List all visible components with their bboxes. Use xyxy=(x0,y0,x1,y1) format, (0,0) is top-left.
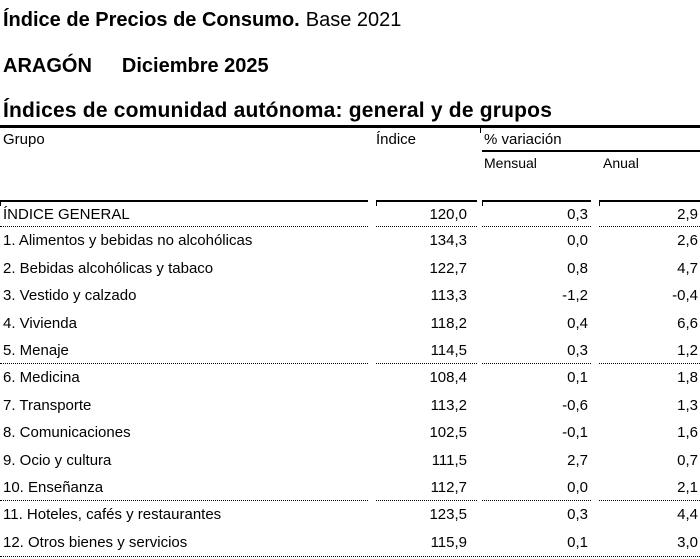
row-anual: 1,8 xyxy=(677,369,698,387)
table-title: Índices de comunidad autónoma: general y… xyxy=(3,99,553,122)
column-header-indice: Índice xyxy=(376,131,417,148)
row-anual: 1,6 xyxy=(677,424,698,442)
row-anual: 3,0 xyxy=(677,533,698,551)
row-mensual: 0,1 xyxy=(567,533,588,551)
region-label: ARAGÓN xyxy=(3,55,92,77)
row-label: 3. Vestido y calzado xyxy=(3,287,137,305)
variation-group-tick xyxy=(480,128,481,133)
row-anual: 2,9 xyxy=(599,200,700,228)
row-label: 8. Comunicaciones xyxy=(3,424,131,442)
region-period-line: ARAGÓN Diciembre 2025 xyxy=(3,55,700,78)
row-indice: 114,5 xyxy=(376,337,477,365)
row-indice: 113,2 xyxy=(430,396,467,414)
table-top-rule xyxy=(0,125,700,133)
row-mensual: 2,7 xyxy=(567,451,588,469)
row-mensual: 0,8 xyxy=(567,259,588,277)
column-header-grupo: Grupo xyxy=(3,131,45,148)
report-title-main: Índice de Precios de Consumo. xyxy=(3,9,300,31)
column-header-variacion: % variación xyxy=(482,128,700,152)
column-header-mensual: Mensual xyxy=(484,155,537,171)
ipc-table: Grupo Índice % variación Mensual Anual Í… xyxy=(0,128,700,559)
row-mensual: 0,0 xyxy=(567,232,588,250)
row-anual: 6,6 xyxy=(677,314,698,332)
row-mensual: -1,2 xyxy=(562,287,588,305)
row-label: 5. Menaje xyxy=(0,337,368,365)
row-indice: 123,5 xyxy=(429,506,467,524)
row-label: 11. Hoteles, cafés y restaurantes xyxy=(3,506,222,524)
row-indice: 111,5 xyxy=(431,451,467,469)
row-mensual: 0,0 xyxy=(482,474,591,502)
row-label: 4. Vivienda xyxy=(3,314,77,332)
row-anual: 1,3 xyxy=(677,396,698,414)
column-header-anual: Anual xyxy=(603,155,639,171)
row-mensual: 0,1 xyxy=(567,369,588,387)
row-indice: 108,4 xyxy=(429,369,467,387)
row-label: 6. Medicina xyxy=(3,369,80,387)
row-mensual: 0,4 xyxy=(567,314,588,332)
report-title: Índice de Precios de Consumo. Base 2021 xyxy=(3,9,700,32)
row-label: 10. Enseñanza xyxy=(0,474,368,502)
period-label: Diciembre 2025 xyxy=(121,55,269,77)
row-label: 12. Otros bienes y servicios xyxy=(3,533,188,551)
row-mensual: 0,3 xyxy=(482,337,591,365)
row-anual: 1,2 xyxy=(599,337,700,365)
row-indice: 102,5 xyxy=(429,424,467,442)
row-mensual: -0,1 xyxy=(562,424,588,442)
row-indice: 115,9 xyxy=(430,533,467,551)
row-label: 7. Transporte xyxy=(3,396,92,414)
row-anual: 4,4 xyxy=(677,506,698,524)
row-anual: 2,6 xyxy=(677,232,698,250)
row-mensual: 0,3 xyxy=(567,506,588,524)
row-anual: -0,4 xyxy=(672,287,698,305)
row-anual: 4,7 xyxy=(677,259,698,277)
report-title-base: Base 2021 xyxy=(305,9,402,31)
row-label: 2. Bebidas alcohólicas y tabaco xyxy=(3,259,214,277)
row-label: ÍNDICE GENERAL xyxy=(0,200,368,228)
row-anual: 0,7 xyxy=(677,451,698,469)
row-mensual: 0,3 xyxy=(482,200,591,228)
row-indice: 112,7 xyxy=(376,474,477,502)
header-spacer xyxy=(0,174,700,200)
table-bottom-rule xyxy=(0,556,700,558)
row-indice: 134,3 xyxy=(429,232,467,250)
row-anual: 2,1 xyxy=(599,474,700,502)
row-indice: 122,7 xyxy=(429,259,467,277)
row-indice: 113,3 xyxy=(430,287,467,305)
row-label: 9. Ocio y cultura xyxy=(3,451,112,469)
row-label: 1. Alimentos y bebidas no alcohólicas xyxy=(3,232,253,250)
row-indice: 120,0 xyxy=(376,200,477,228)
row-mensual: -0,6 xyxy=(562,396,588,414)
row-indice: 118,2 xyxy=(430,314,467,332)
